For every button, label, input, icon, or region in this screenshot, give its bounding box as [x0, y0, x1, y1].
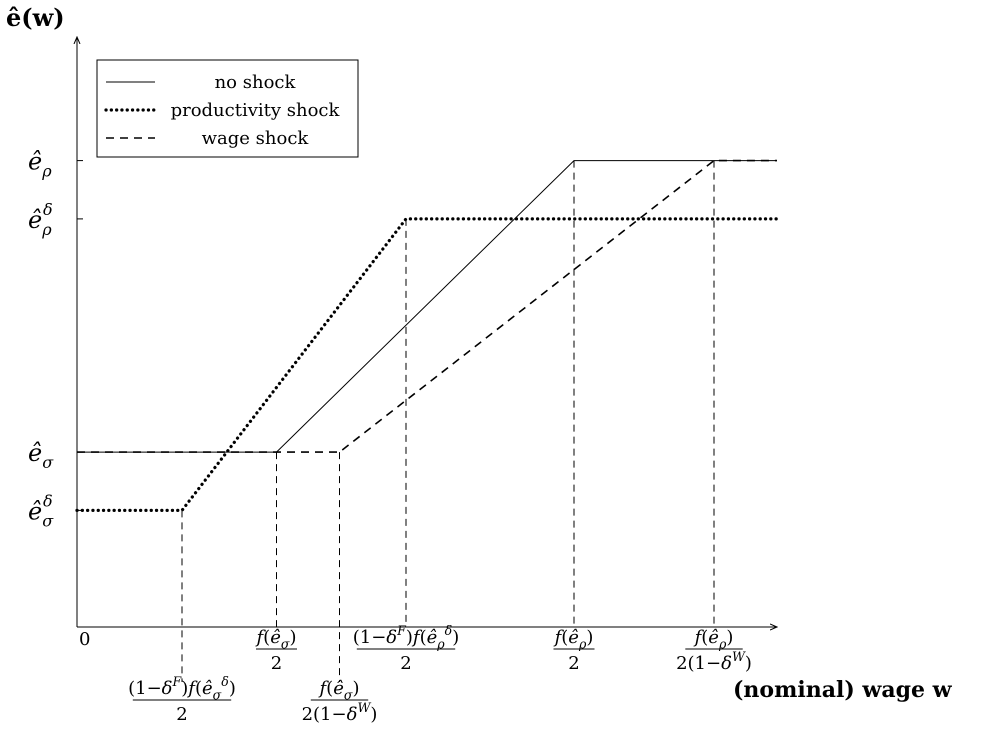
- y-axis-label: ê(w): [6, 3, 65, 32]
- x-axis-label: (nominal) wage w: [733, 677, 953, 703]
- legend-label-no-shock: no shock: [215, 72, 297, 93]
- xtick-denominator-0: 2: [176, 704, 187, 725]
- legend: no shock productivity shock wage shock: [96, 59, 359, 158]
- xtick-numerator-0: (1−δF)f(êσδ): [128, 674, 236, 703]
- xtick-numerator-2: f(êσ): [318, 678, 360, 702]
- xtick-label-0: (1−δF)f(êσδ)2: [128, 674, 236, 725]
- series-line-wage-shock: [77, 159, 777, 453]
- y-ticks: êρ êρδ êσ êσδ: [28, 148, 83, 530]
- x-tick-labels: (1−δF)f(êσδ)2f(êσ)2f(êσ)2(1−δW)(1−δF)f(ê…: [128, 623, 752, 725]
- ytick-label-e_sigma: êσ: [28, 439, 54, 472]
- series-lines: [75, 159, 779, 512]
- ytick-label-e_sigma_delta: êσδ: [28, 491, 54, 530]
- ytick-label-e_rho: êρ: [28, 148, 52, 181]
- xtick-denominator-2: 2(1−δW): [302, 700, 378, 725]
- xtick-label-4: f(êρ)2: [553, 627, 595, 674]
- xtick-denominator-5: 2(1−δW): [676, 649, 752, 674]
- origin-label: 0: [79, 629, 90, 650]
- xtick-numerator-3: (1−δF)f(êρδ): [353, 623, 460, 652]
- xtick-label-3: (1−δF)f(êρδ)2: [353, 623, 460, 674]
- xtick-label-2: f(êσ)2(1−δW): [302, 678, 378, 725]
- xtick-denominator-4: 2: [568, 653, 579, 674]
- legend-label-wage-shock: wage shock: [202, 128, 310, 149]
- xtick-label-1: f(êσ)2: [255, 627, 297, 674]
- xtick-numerator-5: f(êρ): [693, 627, 734, 651]
- xtick-label-5: f(êρ)2(1−δW): [676, 627, 752, 674]
- ytick-label-e_rho_delta: êρδ: [28, 200, 53, 239]
- xtick-denominator-3: 2: [400, 653, 411, 674]
- series-line-no-shock: [77, 160, 777, 453]
- xtick-numerator-1: f(êσ): [255, 627, 297, 651]
- legend-label-productivity-shock: productivity shock: [171, 100, 341, 121]
- series-line-productivity-shock: [75, 217, 779, 512]
- guide-lines: [181, 160, 715, 682]
- xtick-denominator-1: 2: [271, 653, 282, 674]
- legend-box: [96, 59, 359, 158]
- xtick-numerator-4: f(êρ): [553, 627, 594, 651]
